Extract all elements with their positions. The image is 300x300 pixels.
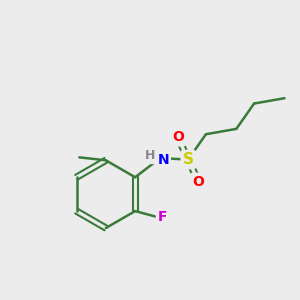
Text: F: F xyxy=(158,210,167,224)
Text: H: H xyxy=(145,149,155,162)
Text: O: O xyxy=(172,130,184,145)
Text: O: O xyxy=(193,175,204,189)
Text: N: N xyxy=(157,154,169,167)
Text: S: S xyxy=(183,152,194,167)
